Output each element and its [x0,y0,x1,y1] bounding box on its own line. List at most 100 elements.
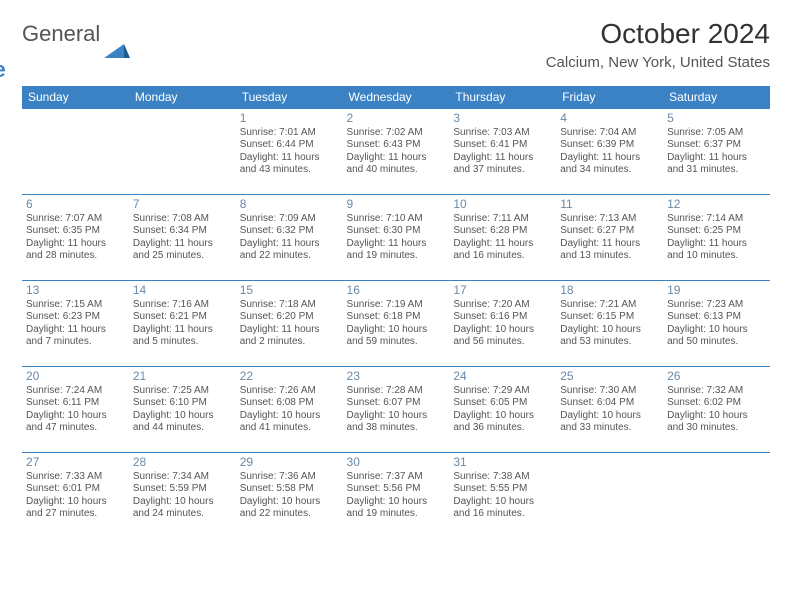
calendar-cell: 30Sunrise: 7:37 AMSunset: 5:56 PMDayligh… [343,452,450,538]
day-sunrise: Sunrise: 7:32 AM [667,385,766,398]
day-daylight: Daylight: 10 hours and 33 minutes. [560,410,659,435]
day-daylight: Daylight: 10 hours and 16 minutes. [453,496,552,521]
day-number: 17 [453,283,552,298]
day-sunset: Sunset: 6:02 PM [667,397,766,410]
day-daylight: Daylight: 11 hours and 40 minutes. [347,152,446,177]
calendar-cell: 13Sunrise: 7:15 AMSunset: 6:23 PMDayligh… [22,280,129,366]
day-sunset: Sunset: 6:37 PM [667,139,766,152]
weekday-header: Sunday [22,86,129,109]
day-sunset: Sunset: 6:11 PM [26,397,125,410]
day-sunrise: Sunrise: 7:18 AM [240,299,339,312]
day-sunset: Sunset: 6:15 PM [560,311,659,324]
calendar-cell: 28Sunrise: 7:34 AMSunset: 5:59 PMDayligh… [129,452,236,538]
day-sunset: Sunset: 6:39 PM [560,139,659,152]
day-sunset: Sunset: 5:59 PM [133,483,232,496]
day-daylight: Daylight: 11 hours and 22 minutes. [240,238,339,263]
day-number: 21 [133,369,232,384]
day-daylight: Daylight: 11 hours and 2 minutes. [240,324,339,349]
calendar-table: SundayMondayTuesdayWednesdayThursdayFrid… [22,86,770,539]
day-daylight: Daylight: 10 hours and 44 minutes. [133,410,232,435]
weekday-header: Saturday [663,86,770,109]
calendar-cell: 29Sunrise: 7:36 AMSunset: 5:58 PMDayligh… [236,452,343,538]
day-daylight: Daylight: 10 hours and 56 minutes. [453,324,552,349]
calendar-cell [129,108,236,194]
day-sunset: Sunset: 6:43 PM [347,139,446,152]
calendar-cell: 27Sunrise: 7:33 AMSunset: 6:01 PMDayligh… [22,452,129,538]
calendar-row: 6Sunrise: 7:07 AMSunset: 6:35 PMDaylight… [22,194,770,280]
calendar-cell: 20Sunrise: 7:24 AMSunset: 6:11 PMDayligh… [22,366,129,452]
day-daylight: Daylight: 11 hours and 28 minutes. [26,238,125,263]
day-number: 22 [240,369,339,384]
day-sunset: Sunset: 6:05 PM [453,397,552,410]
calendar-cell: 6Sunrise: 7:07 AMSunset: 6:35 PMDaylight… [22,194,129,280]
calendar-cell: 14Sunrise: 7:16 AMSunset: 6:21 PMDayligh… [129,280,236,366]
day-daylight: Daylight: 11 hours and 37 minutes. [453,152,552,177]
day-daylight: Daylight: 10 hours and 50 minutes. [667,324,766,349]
day-number: 11 [560,197,659,212]
day-sunset: Sunset: 6:20 PM [240,311,339,324]
calendar-cell: 16Sunrise: 7:19 AMSunset: 6:18 PMDayligh… [343,280,450,366]
day-number: 27 [26,455,125,470]
calendar-cell: 21Sunrise: 7:25 AMSunset: 6:10 PMDayligh… [129,366,236,452]
day-number: 13 [26,283,125,298]
calendar-cell [556,452,663,538]
day-number: 14 [133,283,232,298]
day-sunset: Sunset: 6:34 PM [133,225,232,238]
day-daylight: Daylight: 10 hours and 53 minutes. [560,324,659,349]
calendar-cell [22,108,129,194]
day-daylight: Daylight: 11 hours and 16 minutes. [453,238,552,263]
day-number: 26 [667,369,766,384]
day-sunset: Sunset: 5:55 PM [453,483,552,496]
day-sunrise: Sunrise: 7:26 AM [240,385,339,398]
weekday-header: Tuesday [236,86,343,109]
day-sunset: Sunset: 6:04 PM [560,397,659,410]
day-sunrise: Sunrise: 7:04 AM [560,127,659,140]
day-number: 31 [453,455,552,470]
day-daylight: Daylight: 11 hours and 25 minutes. [133,238,232,263]
day-sunset: Sunset: 6:41 PM [453,139,552,152]
weekday-header: Thursday [449,86,556,109]
day-sunset: Sunset: 6:25 PM [667,225,766,238]
day-daylight: Daylight: 10 hours and 19 minutes. [347,496,446,521]
day-sunset: Sunset: 6:21 PM [133,311,232,324]
day-sunrise: Sunrise: 7:38 AM [453,471,552,484]
calendar-cell: 8Sunrise: 7:09 AMSunset: 6:32 PMDaylight… [236,194,343,280]
day-number: 19 [667,283,766,298]
day-sunrise: Sunrise: 7:13 AM [560,213,659,226]
calendar-cell: 15Sunrise: 7:18 AMSunset: 6:20 PMDayligh… [236,280,343,366]
day-sunrise: Sunrise: 7:15 AM [26,299,125,312]
day-sunrise: Sunrise: 7:10 AM [347,213,446,226]
day-daylight: Daylight: 11 hours and 34 minutes. [560,152,659,177]
calendar-body: 1Sunrise: 7:01 AMSunset: 6:44 PMDaylight… [22,108,770,538]
day-number: 8 [240,197,339,212]
calendar-cell: 26Sunrise: 7:32 AMSunset: 6:02 PMDayligh… [663,366,770,452]
day-sunrise: Sunrise: 7:37 AM [347,471,446,484]
day-sunrise: Sunrise: 7:20 AM [453,299,552,312]
day-daylight: Daylight: 10 hours and 38 minutes. [347,410,446,435]
day-sunrise: Sunrise: 7:14 AM [667,213,766,226]
day-sunset: Sunset: 6:08 PM [240,397,339,410]
calendar-row: 13Sunrise: 7:15 AMSunset: 6:23 PMDayligh… [22,280,770,366]
day-sunrise: Sunrise: 7:21 AM [560,299,659,312]
weekday-header: Friday [556,86,663,109]
day-daylight: Daylight: 10 hours and 59 minutes. [347,324,446,349]
brand-word1: General [22,24,100,44]
day-number: 28 [133,455,232,470]
calendar-cell: 1Sunrise: 7:01 AMSunset: 6:44 PMDaylight… [236,108,343,194]
calendar-cell: 25Sunrise: 7:30 AMSunset: 6:04 PMDayligh… [556,366,663,452]
day-daylight: Daylight: 10 hours and 27 minutes. [26,496,125,521]
day-daylight: Daylight: 11 hours and 13 minutes. [560,238,659,263]
calendar-row: 20Sunrise: 7:24 AMSunset: 6:11 PMDayligh… [22,366,770,452]
day-daylight: Daylight: 10 hours and 36 minutes. [453,410,552,435]
calendar-cell: 10Sunrise: 7:11 AMSunset: 6:28 PMDayligh… [449,194,556,280]
calendar-cell: 19Sunrise: 7:23 AMSunset: 6:13 PMDayligh… [663,280,770,366]
calendar-cell: 12Sunrise: 7:14 AMSunset: 6:25 PMDayligh… [663,194,770,280]
day-daylight: Daylight: 11 hours and 31 minutes. [667,152,766,177]
brand-mark-icon [104,40,130,63]
calendar-cell: 24Sunrise: 7:29 AMSunset: 6:05 PMDayligh… [449,366,556,452]
calendar-cell: 18Sunrise: 7:21 AMSunset: 6:15 PMDayligh… [556,280,663,366]
day-sunrise: Sunrise: 7:25 AM [133,385,232,398]
day-number: 1 [240,111,339,126]
day-sunrise: Sunrise: 7:02 AM [347,127,446,140]
day-sunrise: Sunrise: 7:19 AM [347,299,446,312]
